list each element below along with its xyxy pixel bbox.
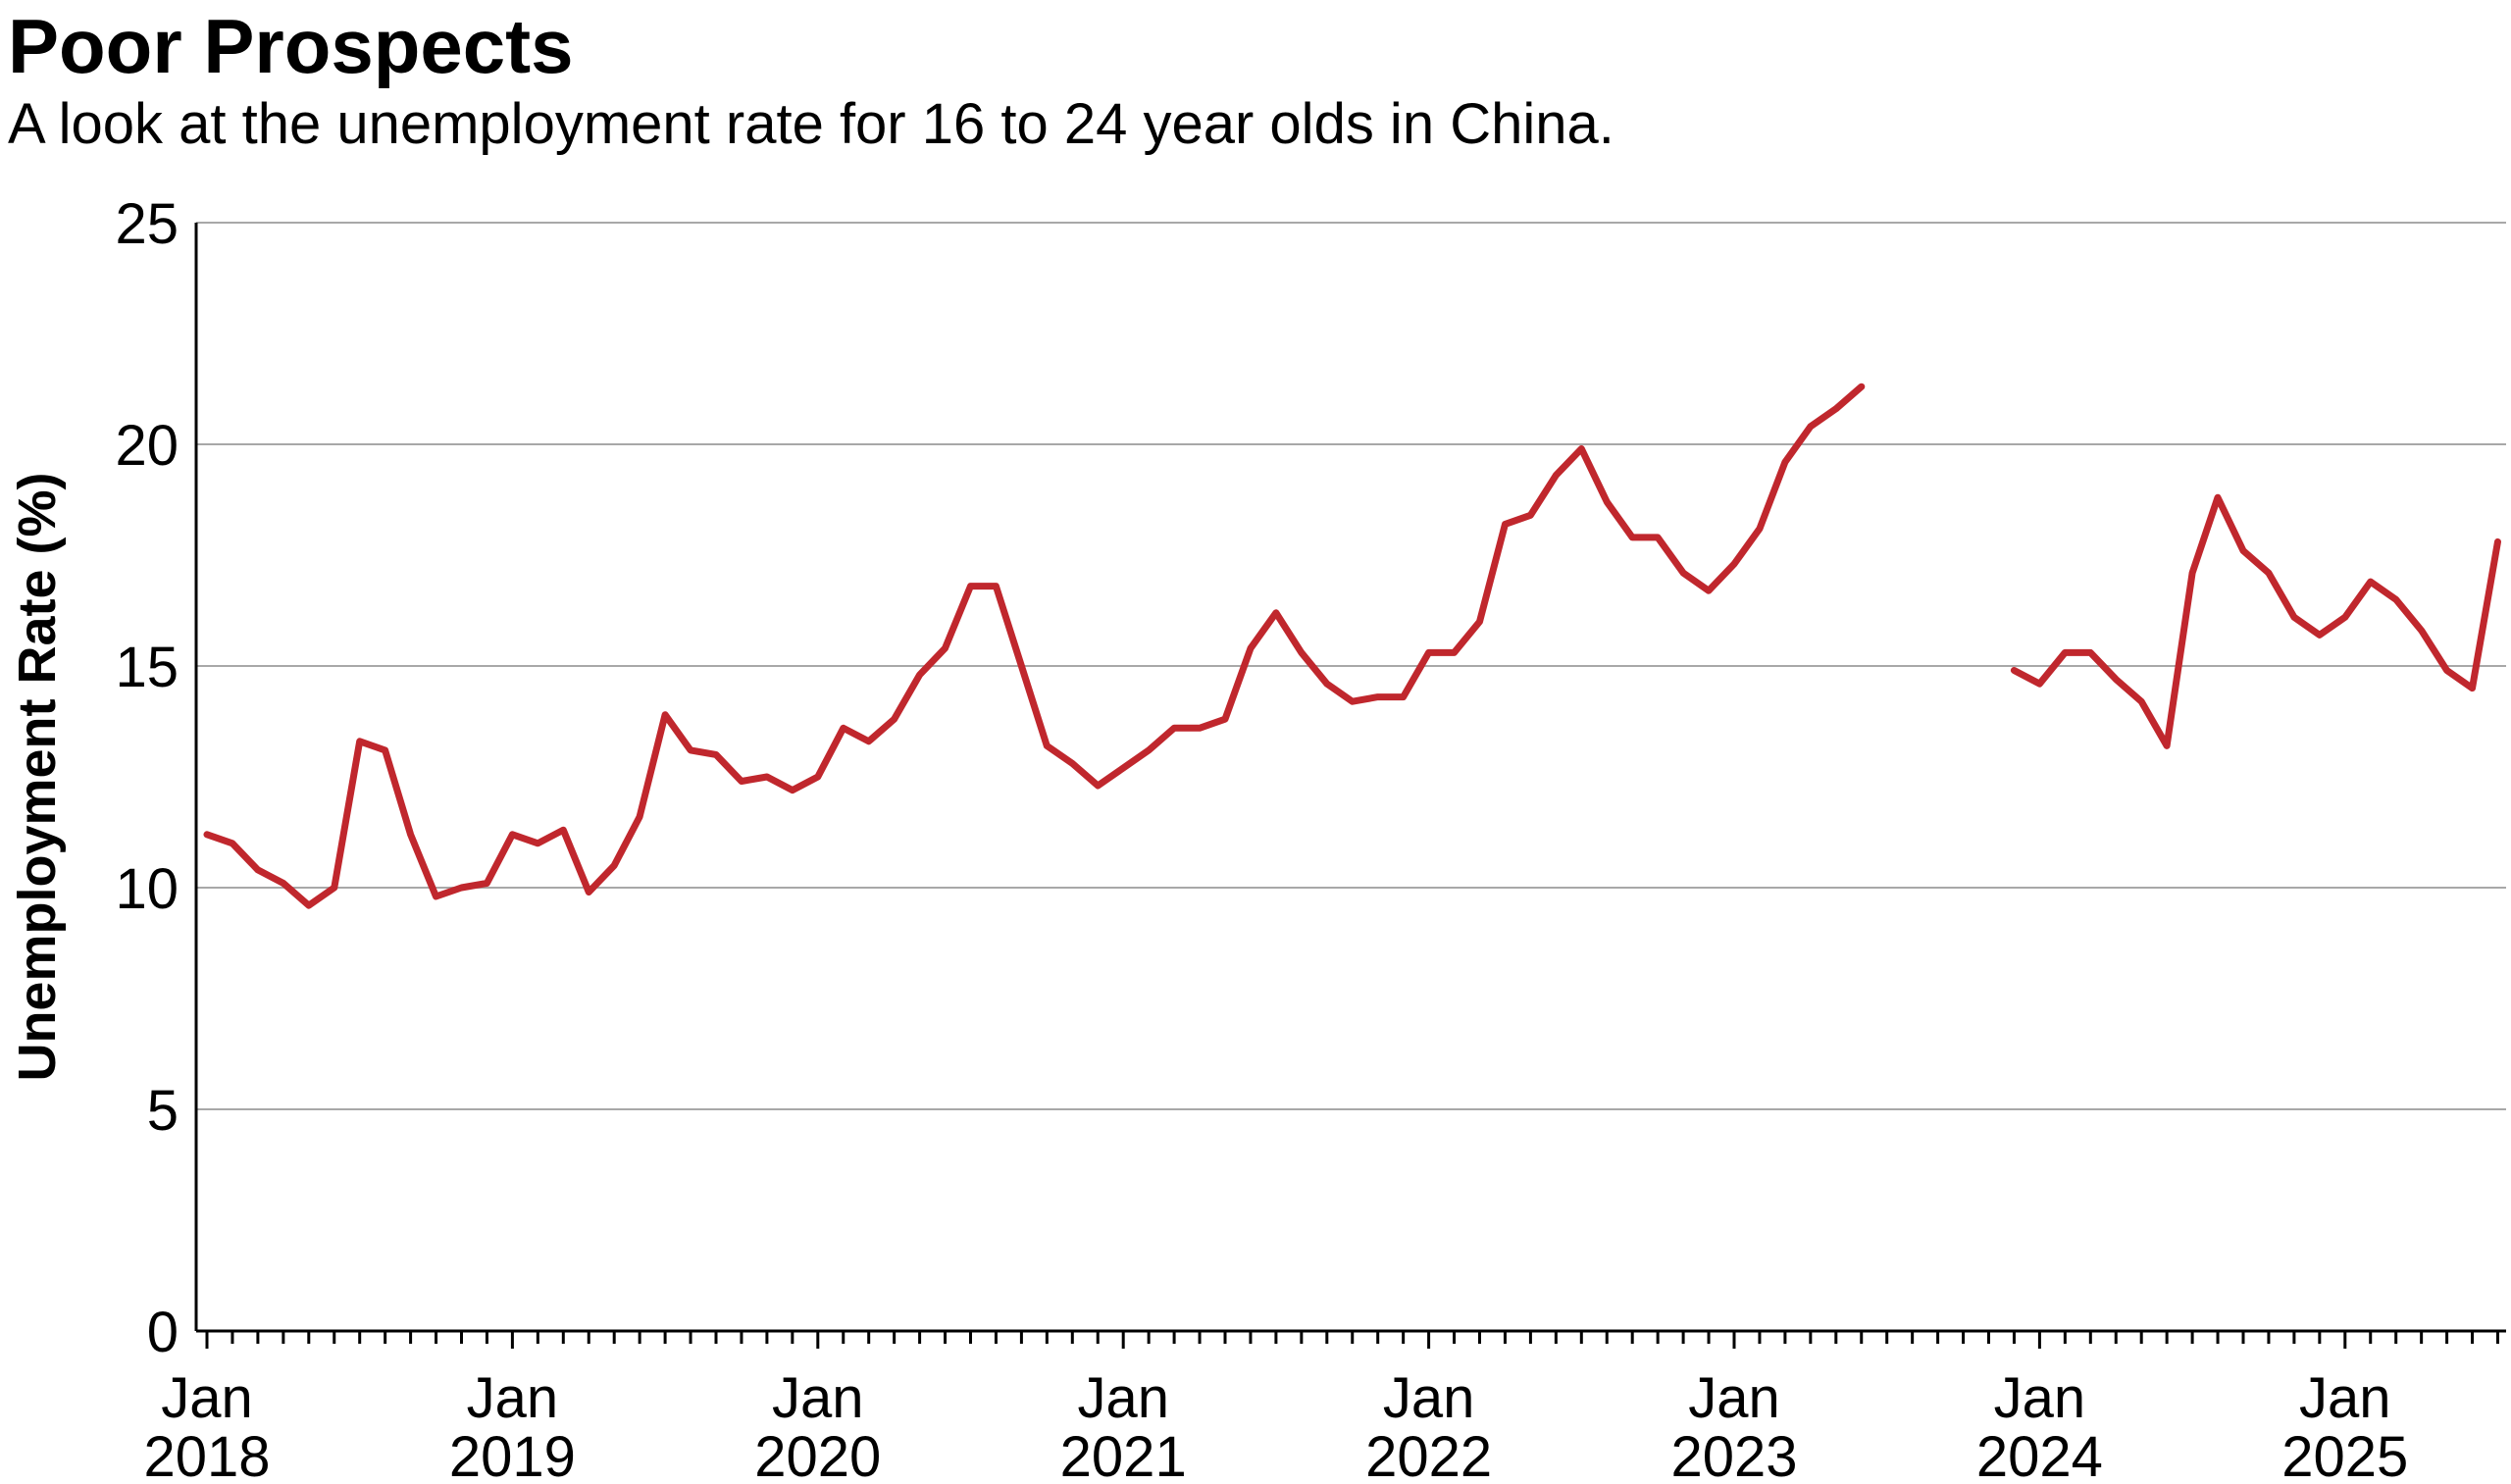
x-tick-label-year: 2020 — [754, 1425, 881, 1484]
x-tick-label-month: Jan — [1688, 1366, 1780, 1430]
x-tick-label-year: 2025 — [2281, 1425, 2408, 1484]
series-line-2 — [2010, 493, 2501, 749]
x-axis: Jan2018Jan2019Jan2020Jan2021Jan2022Jan20… — [143, 223, 2506, 1484]
y-tick-label-15: 15 — [115, 636, 179, 699]
x-tick-label-month: Jan — [2299, 1366, 2391, 1430]
x-tick-label-month: Jan — [467, 1366, 559, 1430]
chart-subtitle: A look at the unemployment rate for 16 t… — [8, 92, 1614, 156]
x-tick-label-month: Jan — [772, 1366, 864, 1430]
x-tick-label-year: 2018 — [143, 1425, 270, 1484]
series-line-1 — [203, 383, 1866, 909]
x-tick-label-year: 2024 — [1976, 1425, 2103, 1484]
y-axis-ticks: 0 5 10 15 20 25 — [115, 192, 179, 1364]
x-tick-label-year: 2022 — [1365, 1425, 1492, 1484]
y-tick-label-20: 20 — [115, 414, 179, 478]
chart-title: Poor Prospects — [8, 3, 574, 89]
y-axis-label: Unemployment Rate (%) — [8, 472, 67, 1081]
x-tick-label-year: 2023 — [1670, 1425, 1797, 1484]
x-tick-label-month: Jan — [1383, 1366, 1475, 1430]
y-tick-label-10: 10 — [115, 857, 179, 921]
y-tick-label-25: 25 — [115, 192, 179, 256]
x-tick-label-month: Jan — [161, 1366, 253, 1430]
gridlines — [196, 222, 2506, 1110]
x-tick-label-year: 2021 — [1060, 1425, 1187, 1484]
series-group — [203, 383, 2501, 909]
x-tick-label-month: Jan — [1077, 1366, 1169, 1430]
y-tick-label-5: 5 — [147, 1079, 179, 1143]
x-tick-label-year: 2019 — [449, 1425, 576, 1484]
y-tick-label-0: 0 — [147, 1301, 179, 1364]
x-tick-label-month: Jan — [1994, 1366, 2086, 1430]
